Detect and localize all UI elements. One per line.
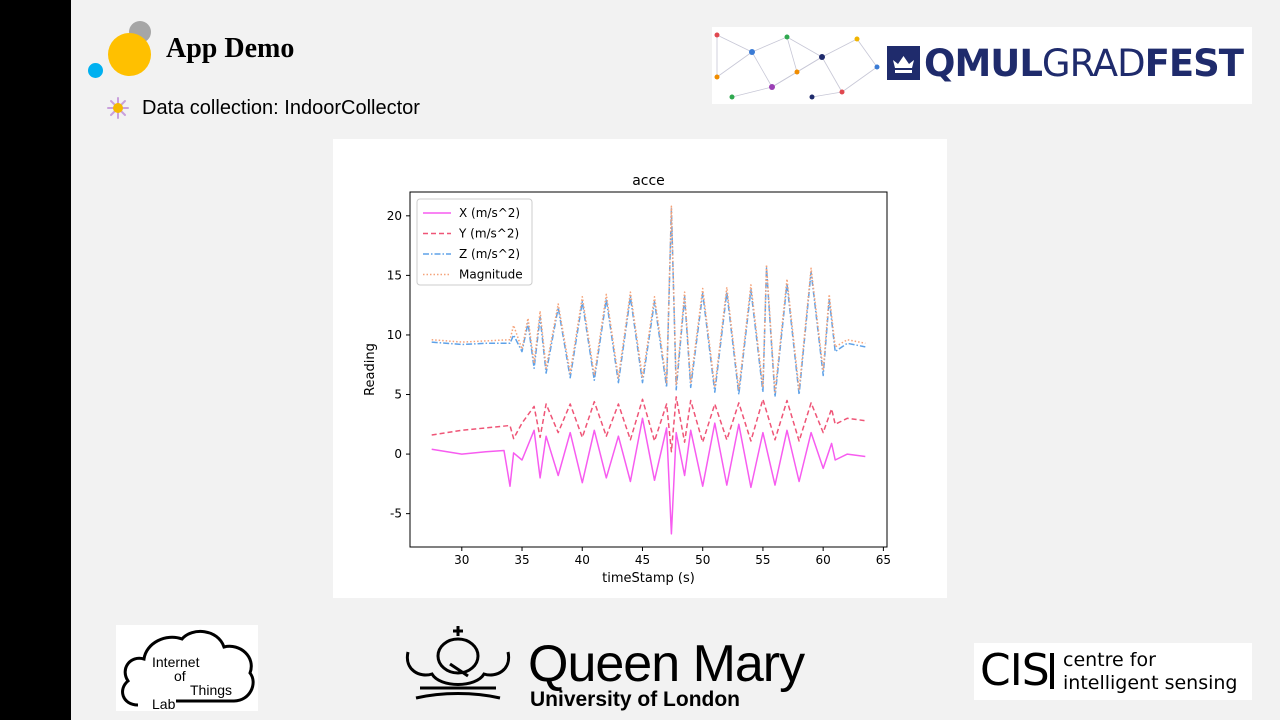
cis-line-1: centre for [1063,649,1156,671]
sparkle-bullet-icon [107,97,129,119]
series-line-0 [431,417,866,535]
slide-title: App Demo [166,33,295,64]
x-tick-label: 40 [575,553,590,567]
queen-mary-crest-icon [405,626,511,700]
network-graphic [714,32,880,100]
series-line-1 [431,396,866,453]
cloud-icon: Internet of Things Lab [121,630,255,712]
y-tick-label: 10 [387,328,402,342]
queen-mary-logo: Queen Mary University of London [400,620,840,715]
y-tick-label: 20 [387,209,402,223]
x-tick-label: 30 [454,553,469,567]
cis-divider [1050,653,1054,689]
x-tick-label: 45 [635,553,650,567]
x-tick-label: 65 [876,553,891,567]
university-of-london: University of London [530,688,740,711]
legend-label: Y (m/s^2) [458,227,519,241]
legend-box [416,198,533,286]
y-tick-label: 5 [394,388,402,402]
chart-title: acce [632,173,665,189]
x-axis-label: timeStamp (s) [602,571,695,586]
plot-frame [409,191,888,548]
cis-line-2: intelligent sensing [1063,672,1238,694]
svg-text:Lab: Lab [152,696,176,711]
qmul-crest-icon [887,46,920,80]
yellow-circle-decoration [108,33,151,76]
x-tick-label: 55 [755,553,770,567]
svg-text:of: of [174,668,186,684]
series-line-3 [431,205,866,393]
acceleration-chart: 30 35 40 45 50 55 60 65 -5 0 5 10 15 20 acce timeStamp … [363,173,891,586]
y-tick-label: 0 [394,447,402,461]
iot-lab-logo: Internet of Things Lab [116,625,258,712]
legend-label: Magnitude [459,268,523,282]
y-axis-label: Reading [363,343,378,396]
svg-text:Internet: Internet [152,654,200,670]
bullet-text: Data collection: IndoorCollector [142,97,420,119]
x-tick-label: 35 [514,553,529,567]
x-tick-label: 50 [695,553,710,567]
legend-label: Z (m/s^2) [459,247,520,261]
cis-mark: CIS [980,645,1050,696]
gradfest-wordmark: QMULGRADFEST [924,42,1244,85]
left-black-bar [0,0,71,720]
x-tick-label: 60 [816,553,831,567]
y-tick-label: 15 [387,268,402,282]
y-tick-label: -5 [390,507,402,521]
qmul-gradfest-logo: QMULGRADFEST [712,27,1252,104]
chart-panel: 30 35 40 45 50 55 60 65 -5 0 5 10 15 20 acce timeStamp … [333,139,947,598]
queen-mary-name: Queen Mary [528,635,805,693]
svg-text:Things: Things [190,682,232,698]
legend-label: X (m/s^2) [459,206,520,220]
cis-logo: CIS centre for intelligent sensing [974,643,1252,700]
blue-circle-decoration [88,63,103,78]
series-line-2 [431,207,866,398]
